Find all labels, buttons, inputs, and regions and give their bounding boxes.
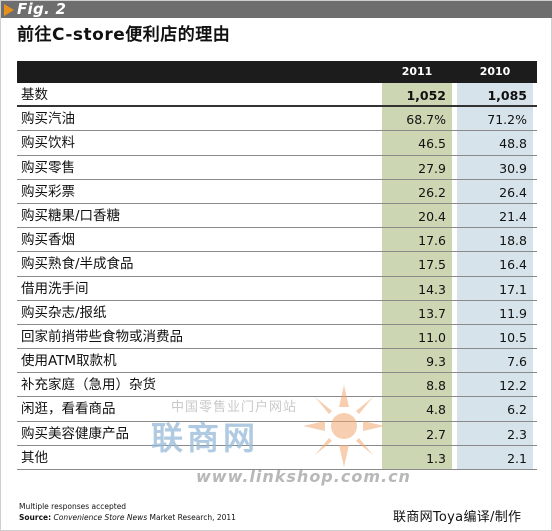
row-label: 购买零售 bbox=[21, 159, 75, 176]
table-row: 补充家庭（急用）杂货 8.8 12.2 bbox=[17, 373, 537, 398]
table-row: 借用洗手间 14.3 17.1 bbox=[17, 276, 537, 301]
cell-2010: 18.8 bbox=[457, 228, 533, 252]
cell-2011: 2.7 bbox=[382, 421, 452, 445]
cell-2010: 6.2 bbox=[457, 397, 533, 421]
row-label: 其他 bbox=[21, 449, 48, 466]
cell-2011: 68.7% bbox=[382, 107, 452, 131]
row-label: 购买香烟 bbox=[21, 232, 75, 249]
cell-2010: 48.8 bbox=[457, 131, 533, 155]
cell-2011: 26.2 bbox=[382, 179, 452, 203]
footnote-line: Multiple responses accepted bbox=[19, 502, 127, 511]
cell-2011: 1.3 bbox=[382, 445, 452, 469]
cell-2011: 46.5 bbox=[382, 131, 452, 155]
table-row: 购买饮料 46.5 48.8 bbox=[17, 131, 537, 156]
table-row: 购买汽油 68.7% 71.2% bbox=[17, 107, 537, 132]
cell-2011: 4.8 bbox=[382, 397, 452, 421]
column-header-2010: 2010 bbox=[479, 65, 511, 78]
cell-2011: 13.7 bbox=[382, 300, 452, 324]
row-label: 购买杂志/报纸 bbox=[21, 304, 107, 321]
row-label: 购买彩票 bbox=[21, 183, 75, 200]
column-header-2011: 2011 bbox=[401, 65, 433, 78]
cell-2010: 17.1 bbox=[457, 276, 533, 300]
table-row: 购买杂志/报纸 13.7 11.9 bbox=[17, 300, 537, 325]
cell-2010: 30.9 bbox=[457, 155, 533, 179]
cell-2010: 12.2 bbox=[457, 373, 533, 397]
row-label: 购买美容健康产品 bbox=[21, 425, 129, 442]
triangle-arrow-icon bbox=[4, 4, 14, 16]
cell-2010: 11.9 bbox=[457, 300, 533, 324]
table-row: 购买零售 27.9 30.9 bbox=[17, 155, 537, 180]
row-label: 购买糖果/口香糖 bbox=[21, 207, 121, 224]
data-table: 2011 2010 基数 1,052 1,085 购买汽油 68.7% 71.2% 购买饮料… bbox=[17, 61, 537, 470]
cell-2010: 2.1 bbox=[457, 445, 533, 469]
table-row: 购买彩票 26.2 26.4 bbox=[17, 179, 537, 204]
source-line: Source: Convenience Store News Market Re… bbox=[19, 512, 236, 523]
table-row: 购买熟食/半成食品 17.5 16.4 bbox=[17, 252, 537, 277]
table-row: 购买美容健康产品 2.7 2.3 bbox=[17, 421, 537, 446]
row-label: 购买饮料 bbox=[21, 135, 75, 152]
cell-2010: 21.4 bbox=[457, 203, 533, 228]
cell-2011: 17.6 bbox=[382, 228, 452, 252]
table-row: 购买香烟 17.6 18.8 bbox=[17, 228, 537, 253]
table-row: 闲逛，看看商品 4.8 6.2 bbox=[17, 397, 537, 422]
row-label: 使用ATM取款机 bbox=[21, 353, 117, 370]
row-label: 回家前捎带些食物或消费品 bbox=[21, 328, 183, 345]
cell-2010: 71.2% bbox=[457, 107, 533, 131]
row-label: 购买汽油 bbox=[21, 111, 75, 128]
cell-2011: 27.9 bbox=[382, 155, 452, 179]
table-row: 回家前捎带些食物或消费品 11.0 10.5 bbox=[17, 324, 537, 350]
figure-header: Fig. 2 前往C-store便利店的理由 bbox=[1, 0, 552, 45]
table-row: 其他 1.3 2.1 bbox=[17, 445, 537, 470]
cell-2011: 8.8 bbox=[382, 373, 452, 397]
source-label: Source: bbox=[19, 513, 52, 522]
cell-2011: 14.3 bbox=[382, 276, 452, 300]
table-body: 基数 1,052 1,085 购买汽油 68.7% 71.2% 购买饮料 46.5 48.8 购买… bbox=[17, 83, 537, 470]
cell-2010: 26.4 bbox=[457, 179, 533, 203]
credit-text: 联商网Toya编译/制作 bbox=[393, 510, 522, 525]
table-row: 使用ATM取款机 9.3 7.6 bbox=[17, 349, 537, 374]
table-row: 基数 1,052 1,085 bbox=[17, 83, 537, 108]
footnote: Multiple responses accepted Source: Conv… bbox=[19, 501, 236, 523]
cell-2011: 9.3 bbox=[382, 349, 452, 373]
table-header: 2011 2010 bbox=[17, 61, 537, 83]
row-label: 补充家庭（急用）杂货 bbox=[21, 377, 156, 394]
cell-2010: 1,085 bbox=[457, 83, 533, 106]
table-row: 购买糖果/口香糖 20.4 21.4 bbox=[17, 203, 537, 229]
cell-2011: 1,052 bbox=[382, 83, 452, 106]
figure-label: Fig. 2 bbox=[17, 0, 67, 18]
source-rest: Market Research, 2011 bbox=[149, 513, 236, 522]
figure-label-bar: Fig. 2 bbox=[1, 0, 552, 18]
figure-title: 前往C-store便利店的理由 bbox=[17, 25, 231, 45]
row-label: 基数 bbox=[21, 87, 48, 103]
cell-2011: 20.4 bbox=[382, 203, 452, 228]
row-label: 闲逛，看看商品 bbox=[21, 401, 116, 418]
cell-2010: 2.3 bbox=[457, 421, 533, 445]
source-publication: Convenience Store News bbox=[53, 513, 148, 522]
cell-2011: 11.0 bbox=[382, 324, 452, 349]
cell-2010: 16.4 bbox=[457, 252, 533, 276]
cell-2010: 7.6 bbox=[457, 349, 533, 373]
cell-2011: 17.5 bbox=[382, 252, 452, 276]
cell-2010: 10.5 bbox=[457, 324, 533, 349]
row-label: 购买熟食/半成食品 bbox=[21, 256, 134, 273]
row-label: 借用洗手间 bbox=[21, 280, 89, 297]
